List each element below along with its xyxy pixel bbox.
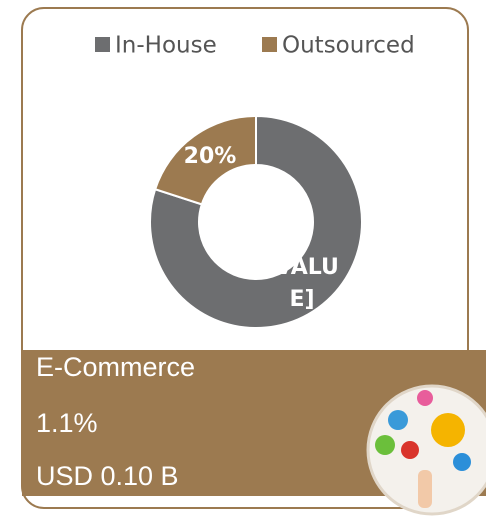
donut-slice	[149, 114, 363, 329]
data-label: 20%	[183, 144, 237, 169]
legend-label: Outsourced	[282, 33, 415, 59]
panel-value: USD 0.10 B	[36, 461, 179, 491]
icon	[366, 384, 486, 516]
legend: In-House Outsourced	[95, 33, 415, 59]
legend-swatch	[262, 37, 277, 52]
legend-swatch	[95, 37, 110, 52]
data-label: [VALUE]	[265, 255, 339, 312]
donut	[149, 114, 363, 329]
panel-share: 1.1%	[36, 408, 98, 438]
panel-title: E-Commerce	[36, 352, 196, 382]
donut-slice	[153, 114, 257, 206]
legend-label: In-House	[115, 33, 217, 59]
